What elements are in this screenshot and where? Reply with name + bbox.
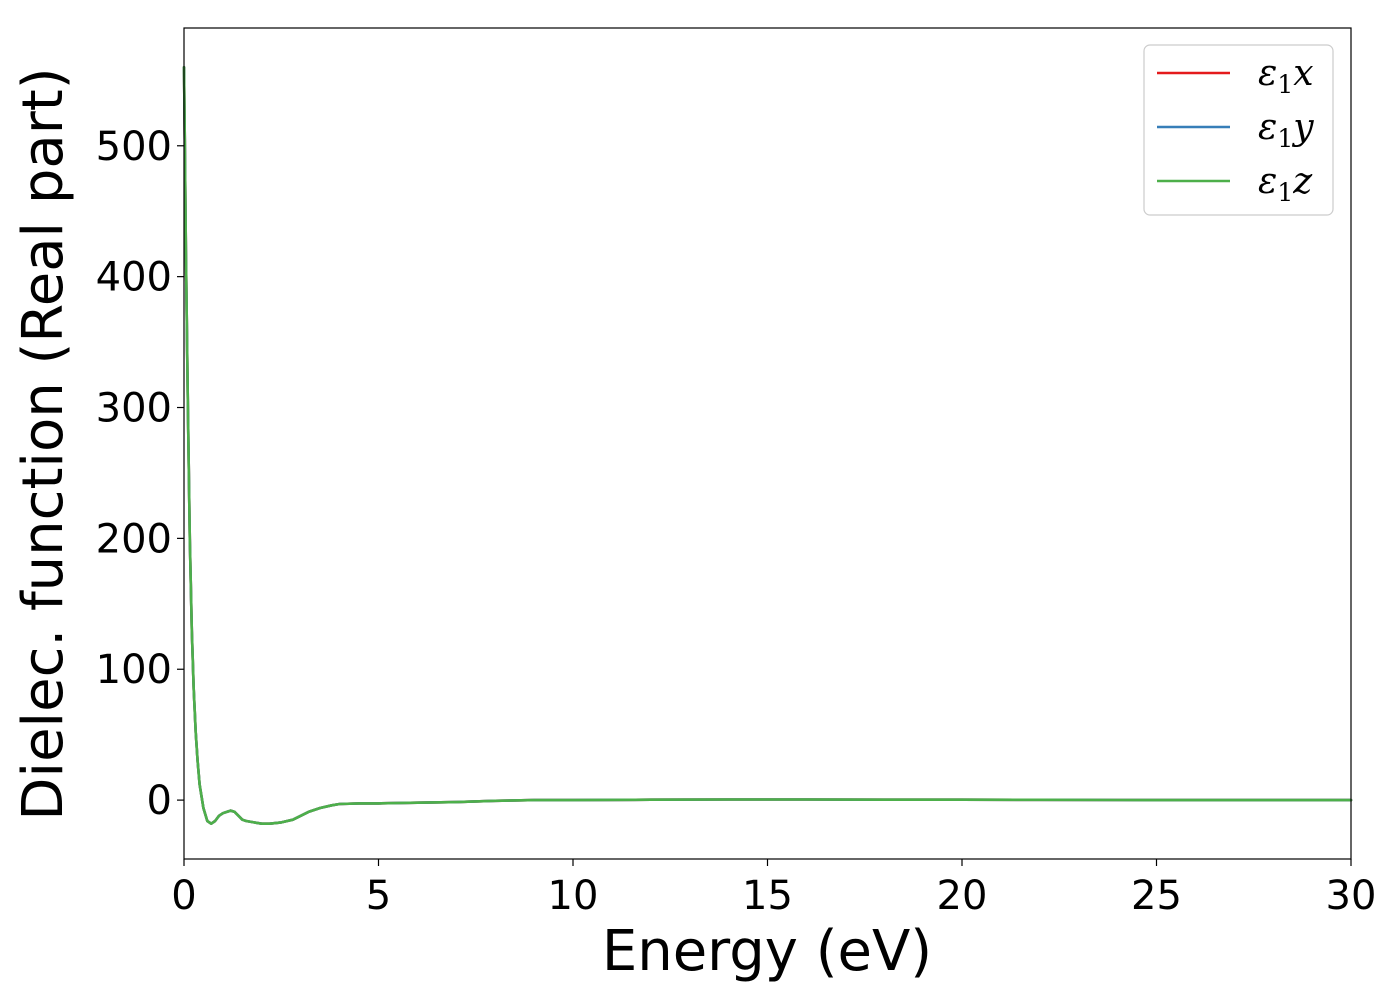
x-tick-label: 25 xyxy=(1131,873,1182,919)
series-group xyxy=(182,66,1353,825)
legend-label-z: ε1z xyxy=(1258,161,1313,207)
legend-label-y: ε1y xyxy=(1258,107,1314,153)
legend: ε1x ε1y ε1z xyxy=(1143,44,1334,216)
x-tick-label: 20 xyxy=(937,873,988,919)
x-tick-label: 0 xyxy=(171,873,196,919)
y-tick-label: 0 xyxy=(147,778,172,824)
x-tick-label: 10 xyxy=(548,873,599,919)
y-tick-label: 500 xyxy=(96,124,172,170)
y-tick-label: 100 xyxy=(96,647,172,693)
x-axis: 0 5 10 15 20 25 30 xyxy=(171,859,1376,919)
x-tick-label: 30 xyxy=(1326,873,1377,919)
y-tick-label: 300 xyxy=(96,386,172,432)
x-tick-label: 15 xyxy=(742,873,793,919)
y-tick-label: 400 xyxy=(96,255,172,301)
y-axis: 0 100 200 300 400 500 xyxy=(96,124,184,824)
legend-label-x: ε1x xyxy=(1258,53,1314,99)
y-tick-label: 200 xyxy=(96,516,172,562)
x-axis-title: Energy (eV) xyxy=(602,919,932,984)
legend-box xyxy=(1143,44,1334,216)
x-tick-label: 5 xyxy=(366,873,391,919)
series-line-z xyxy=(182,66,1353,825)
y-axis-title: Dielec. function (Real part) xyxy=(11,67,76,820)
